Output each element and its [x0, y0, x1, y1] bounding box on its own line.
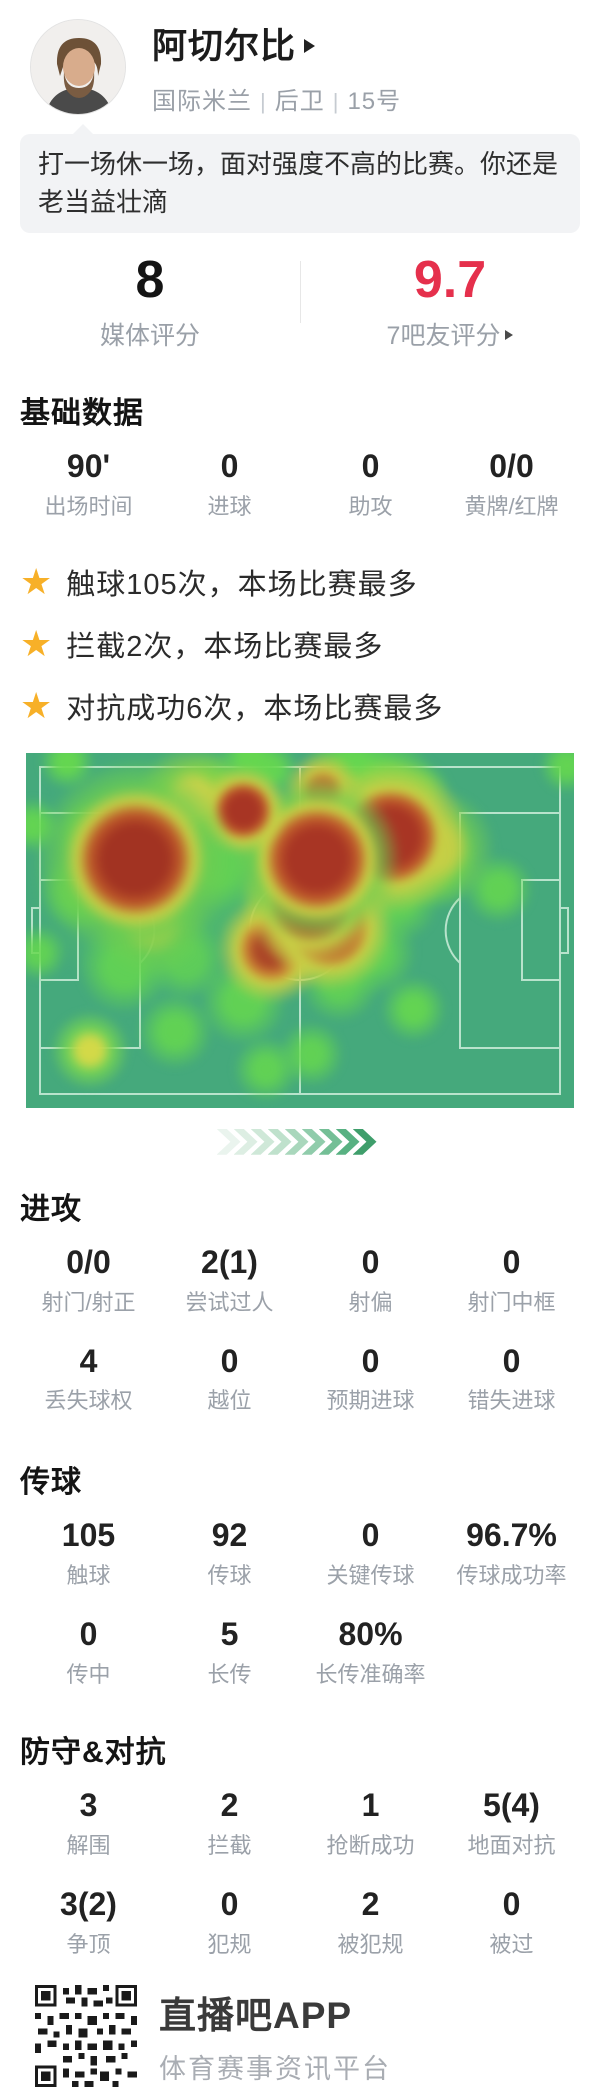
name-arrow-icon[interactable] — [304, 38, 316, 53]
media-rating: 8 媒体评分 — [0, 243, 300, 358]
stat-tackles-won: 1 抢断成功 — [326, 1786, 415, 1858]
highlight-row: ★ 拦截2次，本场比赛最多 — [20, 622, 384, 664]
stat-offsides: 0 越位 — [207, 1342, 252, 1414]
stat-big-chances-missed: 0 错失进球 — [467, 1342, 556, 1414]
star-icon: ★ — [20, 684, 53, 726]
stat-crosses: 0 传中 — [66, 1616, 111, 1687]
section-title-passing: 传球 — [20, 1466, 82, 1500]
player-position: 后卫 — [274, 88, 325, 115]
section-title-basic: 基础数据 — [20, 396, 144, 430]
stat-touches: 105 触球 — [61, 1517, 116, 1589]
shirt-number: 15号 — [347, 88, 402, 115]
section-title-defense: 防守&对抗 — [20, 1735, 167, 1769]
player-photo-placeholder — [31, 20, 125, 114]
stat-dribbles: 2(1) 尝试过人 — [185, 1243, 274, 1315]
player-header[interactable]: 阿切尔比 国际米兰 | 后卫 | 15号 — [0, 0, 600, 116]
defense-stats-row-1: 3 解围 2 拦截 1 抢断成功 5(4) 地面对抗 — [0, 1787, 600, 1860]
stat-clearances: 3 解围 — [66, 1786, 111, 1858]
stat-shots-off: 0 射偏 — [348, 1243, 393, 1315]
stat-cards: 0/0 黄牌/红牌 — [464, 447, 559, 519]
attack-stats-row-1: 0/0 射门/射正 2(1) 尝试过人 0 射偏 0 射门中框 — [0, 1244, 600, 1317]
highlight-row: ★ 对抗成功6次，本场比赛最多 — [20, 684, 444, 726]
stat-interceptions: 2 拦截 — [207, 1786, 252, 1858]
ratings-divider — [300, 261, 301, 324]
stat-xg: 0 预期进球 — [326, 1342, 415, 1414]
bubble-notch — [72, 124, 94, 135]
basic-stats-row: 90' 出场时间 0 进球 0 助攻 0/0 黄牌/红牌 — [0, 448, 600, 521]
fans-rating-label: 7吧友评分 — [386, 321, 501, 350]
star-icon: ★ — [20, 560, 53, 602]
stat-minutes: 90' 出场时间 — [44, 447, 133, 519]
passing-stats-row-2: 0 传中 5 长传 80% 长传准确率 — [0, 1616, 600, 1689]
editor-comment-bubble: 打一场休一场，面对强度不高的比赛。你还是老当益壮滴 — [20, 124, 580, 234]
stat-fouled: 2 被犯规 — [337, 1885, 404, 1957]
stat-shots: 0/0 射门/射正 — [41, 1243, 136, 1315]
stat-possession-lost: 4 丢失球权 — [44, 1342, 133, 1414]
stat-aerial-duels: 3(2) 争顶 — [60, 1885, 117, 1957]
stat-long-ball-accuracy: 80% 长传准确率 — [315, 1616, 426, 1687]
attack-stats-row-2: 4 丢失球权 0 越位 0 预期进球 0 错失进球 — [0, 1343, 600, 1416]
star-icon: ★ — [20, 622, 53, 664]
club-name: 国际米兰 — [152, 88, 252, 115]
app-footer: 直播吧APP 体育赛事资讯平台 — [35, 1984, 600, 2087]
stat-goals: 0 进球 — [207, 447, 252, 519]
stat-fouls: 0 犯规 — [207, 1885, 252, 1957]
empty-cell — [441, 1616, 582, 1689]
chevrons-divider — [0, 1128, 600, 1156]
app-name: 直播吧APP — [159, 1995, 353, 2037]
fans-rating-value: 9.7 — [413, 251, 487, 310]
stat-long-balls: 5 长传 — [207, 1616, 252, 1687]
stat-dribbled-past: 0 被过 — [489, 1885, 534, 1957]
player-name: 阿切尔比 — [152, 27, 297, 66]
passing-stats-row-1: 105 触球 92 传球 0 关键传球 96.7% 传球成功率 — [0, 1517, 600, 1590]
media-rating-label: 媒体评分 — [99, 321, 200, 350]
stat-pass-accuracy: 96.7% 传球成功率 — [456, 1517, 567, 1589]
meta-separator: | — [260, 89, 267, 114]
stat-ground-duels: 5(4) 地面对抗 — [467, 1786, 556, 1858]
section-title-attack: 进攻 — [20, 1192, 82, 1226]
highlights-list: ★ 触球105次，本场比赛最多 ★ 拦截2次，本场比赛最多 ★ 对抗成功6次，本… — [0, 561, 600, 727]
comment-text: 打一场休一场，面对强度不高的比赛。你还是老当益壮滴 — [38, 149, 559, 217]
fans-rating[interactable]: 9.7 7吧友评分 — [300, 243, 600, 358]
touch-heatmap — [26, 752, 574, 1108]
chevron-right-icon — [216, 1128, 241, 1155]
highlight-row: ★ 触球105次，本场比赛最多 — [20, 560, 418, 602]
qr-code — [35, 1984, 137, 2087]
stat-key-passes: 0 关键传球 — [326, 1517, 415, 1589]
player-avatar — [30, 19, 126, 115]
heatmap-blobs — [26, 752, 574, 1108]
ratings-row: 8 媒体评分 9.7 7吧友评分 — [0, 243, 600, 358]
stat-assists: 0 助攻 — [348, 447, 393, 519]
media-rating-value: 8 — [135, 251, 165, 310]
stat-shots-woodwork: 0 射门中框 — [467, 1243, 556, 1315]
player-meta: 国际米兰 | 后卫 | 15号 — [152, 81, 401, 116]
fans-rating-arrow-icon[interactable] — [505, 329, 514, 340]
defense-stats-row-2: 3(2) 争顶 0 犯规 2 被犯规 0 被过 — [0, 1886, 600, 1959]
stat-passes: 92 传球 — [207, 1517, 252, 1589]
app-tagline: 体育赛事资讯平台 — [159, 2054, 391, 2085]
meta-separator: | — [332, 89, 340, 114]
